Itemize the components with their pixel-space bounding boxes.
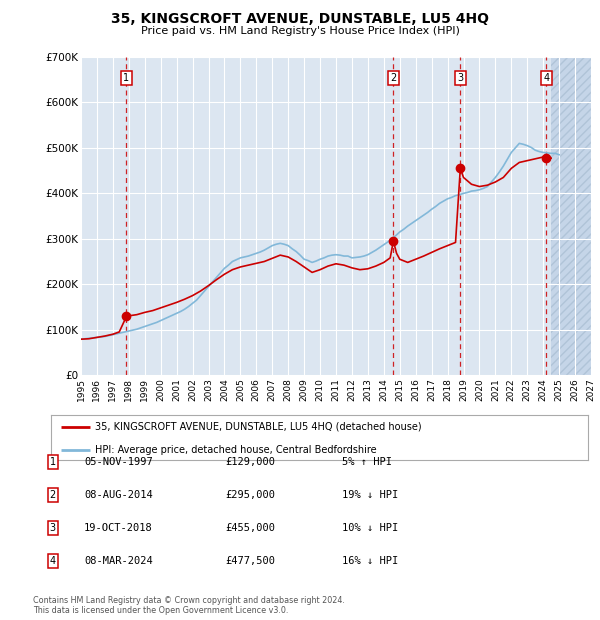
Text: Price paid vs. HM Land Registry's House Price Index (HPI): Price paid vs. HM Land Registry's House … xyxy=(140,26,460,36)
Text: 4: 4 xyxy=(544,73,550,82)
Text: £129,000: £129,000 xyxy=(225,457,275,467)
Text: 19-OCT-2018: 19-OCT-2018 xyxy=(84,523,153,533)
Text: 4: 4 xyxy=(50,556,56,566)
Text: 08-MAR-2024: 08-MAR-2024 xyxy=(84,556,153,566)
Text: 2: 2 xyxy=(390,73,397,82)
Text: £295,000: £295,000 xyxy=(225,490,275,500)
Text: 3: 3 xyxy=(457,73,463,82)
Text: 05-NOV-1997: 05-NOV-1997 xyxy=(84,457,153,467)
Text: Contains HM Land Registry data © Crown copyright and database right 2024.
This d: Contains HM Land Registry data © Crown c… xyxy=(33,596,345,615)
Text: 35, KINGSCROFT AVENUE, DUNSTABLE, LU5 4HQ (detached house): 35, KINGSCROFT AVENUE, DUNSTABLE, LU5 4H… xyxy=(95,422,422,432)
Text: £477,500: £477,500 xyxy=(225,556,275,566)
Text: 10% ↓ HPI: 10% ↓ HPI xyxy=(342,523,398,533)
Text: 16% ↓ HPI: 16% ↓ HPI xyxy=(342,556,398,566)
Text: 2: 2 xyxy=(50,490,56,500)
Bar xyxy=(551,57,591,375)
Text: 5% ↑ HPI: 5% ↑ HPI xyxy=(342,457,392,467)
Text: £455,000: £455,000 xyxy=(225,523,275,533)
Text: 1: 1 xyxy=(50,457,56,467)
Text: 35, KINGSCROFT AVENUE, DUNSTABLE, LU5 4HQ: 35, KINGSCROFT AVENUE, DUNSTABLE, LU5 4H… xyxy=(111,12,489,27)
Text: 08-AUG-2014: 08-AUG-2014 xyxy=(84,490,153,500)
Text: 1: 1 xyxy=(124,73,130,82)
Text: HPI: Average price, detached house, Central Bedfordshire: HPI: Average price, detached house, Cent… xyxy=(95,445,377,455)
Text: 19% ↓ HPI: 19% ↓ HPI xyxy=(342,490,398,500)
Text: 3: 3 xyxy=(50,523,56,533)
